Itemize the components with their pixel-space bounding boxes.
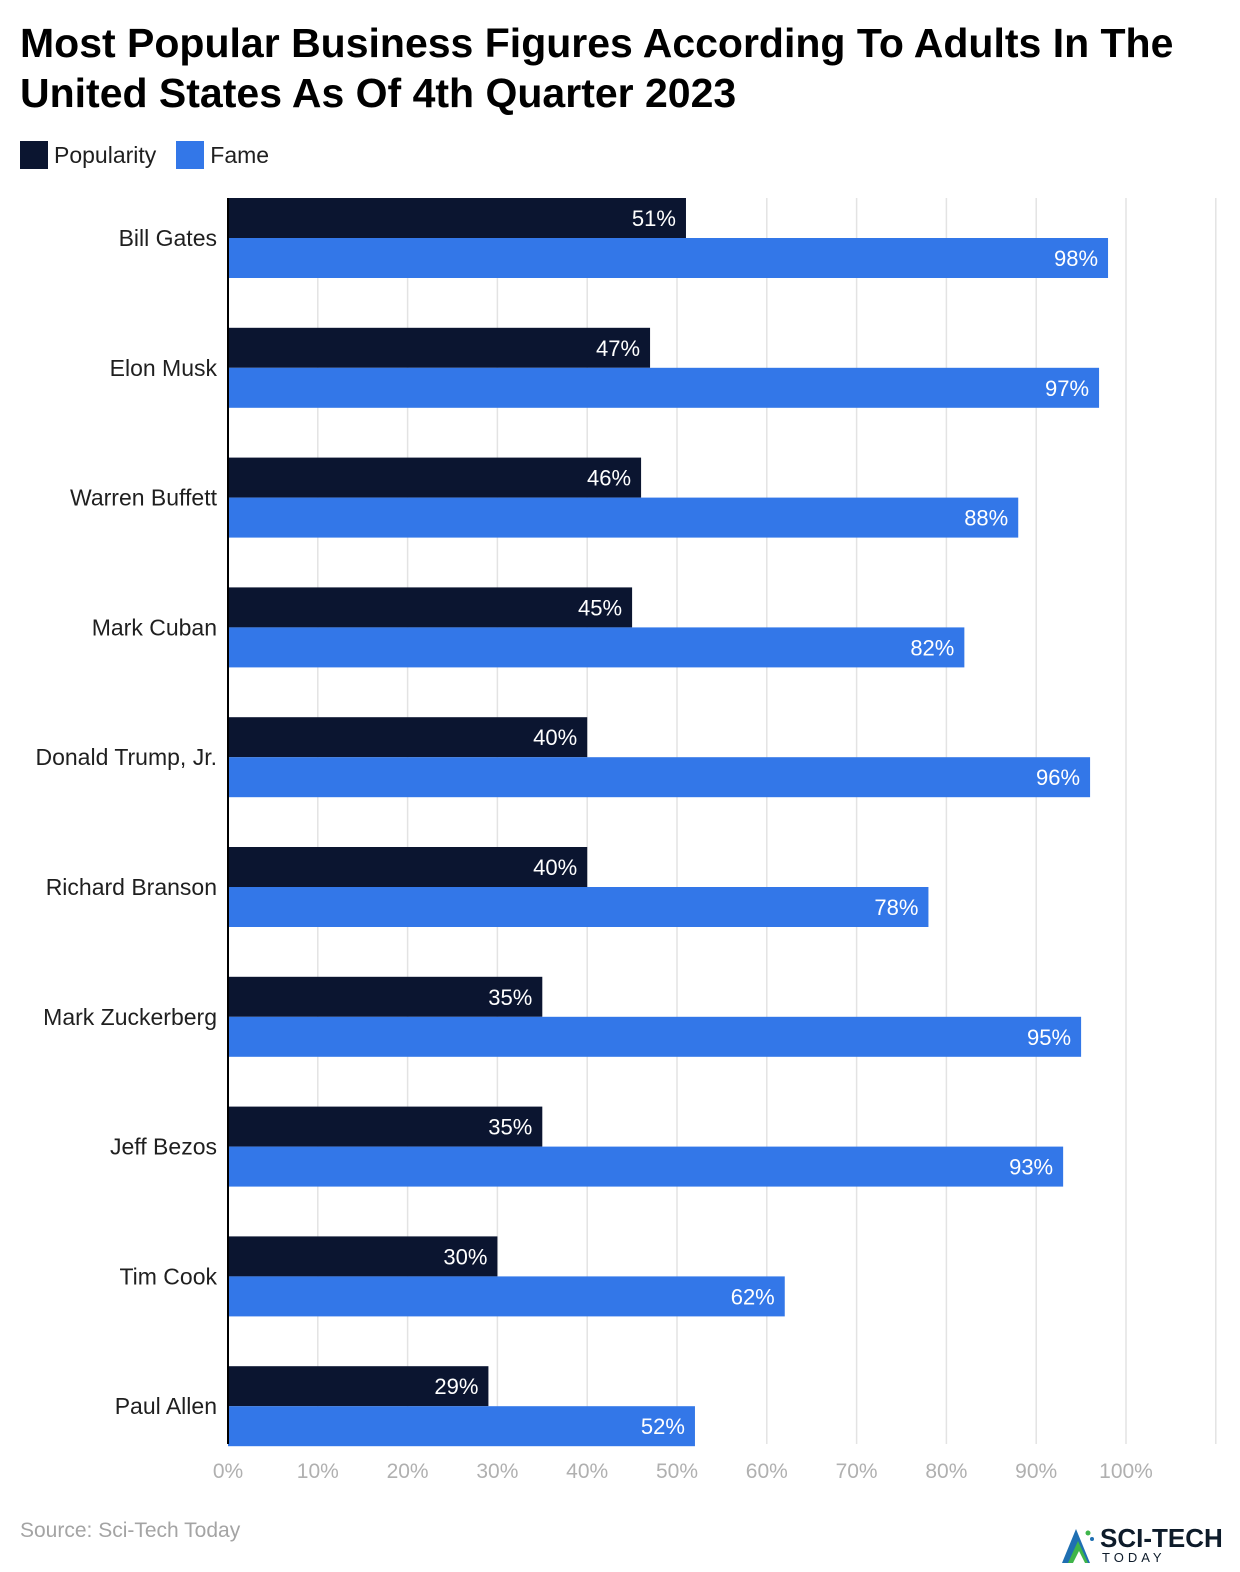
legend-swatch-fame — [176, 141, 205, 169]
fame-value-label: 97% — [1045, 376, 1089, 401]
category-label: Donald Trump, Jr. — [35, 744, 217, 770]
fame-value-label: 95% — [1027, 1025, 1071, 1050]
legend-swatch-popularity — [20, 141, 48, 169]
fame-bar — [228, 757, 1091, 798]
popularity-bar — [228, 198, 686, 238]
x-tick-label: 40% — [566, 1460, 608, 1483]
logo-text-sub: TODAY — [1102, 1550, 1166, 1565]
popularity-value-label: 35% — [488, 1115, 532, 1140]
source-note: Source: Sci-Tech Today — [20, 1519, 241, 1542]
popularity-bar — [228, 1236, 498, 1277]
bar-chart: 51% 98% Bill Gates 47% 97% Elon Musk 46% 88% War… — [35, 198, 1217, 1483]
fame-value-label: 93% — [1009, 1155, 1053, 1180]
popularity-bar — [228, 847, 588, 887]
category-label: Richard Branson — [46, 874, 217, 900]
popularity-bar — [228, 717, 588, 758]
fame-bar — [228, 887, 929, 927]
category-label: Mark Zuckerberg — [43, 1004, 217, 1030]
fame-bar — [228, 1146, 1064, 1187]
chart-title: Most Popular Business Figures According … — [20, 20, 1174, 116]
fame-bar — [228, 627, 965, 668]
popularity-value-label: 45% — [578, 595, 622, 620]
popularity-bar — [228, 327, 651, 368]
popularity-value-label: 30% — [443, 1244, 487, 1269]
fame-bar — [228, 497, 1019, 538]
legend: Popularity Fame — [20, 141, 289, 169]
logo-text-main: SCI-TECH — [1100, 1523, 1223, 1553]
fame-value-label: 52% — [641, 1414, 685, 1439]
popularity-value-label: 40% — [533, 725, 577, 750]
x-tick-label: 90% — [1015, 1460, 1057, 1483]
legend-item-fame: Fame — [176, 141, 269, 169]
legend-label-popularity: Popularity — [54, 141, 157, 168]
popularity-value-label: 51% — [632, 206, 676, 231]
popularity-value-label: 47% — [596, 336, 640, 361]
x-tick-label: 60% — [746, 1460, 788, 1483]
legend-item-popularity: Popularity — [20, 141, 156, 169]
x-tick-label: 20% — [387, 1460, 429, 1483]
popularity-value-label: 35% — [488, 985, 532, 1010]
category-label: Tim Cook — [119, 1263, 217, 1289]
popularity-value-label: 40% — [533, 855, 577, 880]
fame-bar — [228, 1276, 785, 1317]
popularity-bar — [228, 1366, 489, 1407]
legend-label-fame: Fame — [210, 141, 270, 168]
category-label: Paul Allen — [115, 1393, 217, 1419]
fame-value-label: 98% — [1054, 246, 1098, 271]
fame-value-label: 96% — [1036, 765, 1080, 790]
x-tick-label: 50% — [656, 1460, 698, 1483]
category-label: Elon Musk — [110, 355, 218, 381]
sci-tech-today-logo: SCI-TECH TODAY — [1058, 1519, 1236, 1567]
fame-bar — [228, 1406, 695, 1447]
popularity-value-label: 46% — [587, 466, 631, 491]
x-tick-label: 0% — [213, 1460, 243, 1483]
popularity-bar — [228, 587, 633, 628]
category-label: Jeff Bezos — [110, 1134, 217, 1160]
x-tick-label: 70% — [836, 1460, 878, 1483]
logo-mark-icon — [1062, 1529, 1094, 1563]
fame-bar — [228, 238, 1109, 278]
fame-value-label: 82% — [910, 635, 954, 660]
fame-value-label: 62% — [731, 1284, 775, 1309]
category-label: Bill Gates — [119, 225, 217, 251]
category-label: Warren Buffett — [70, 485, 218, 511]
x-tick-label: 80% — [925, 1460, 967, 1483]
popularity-bar — [228, 1106, 543, 1147]
popularity-bar — [228, 976, 543, 1017]
x-tick-label: 30% — [476, 1460, 518, 1483]
category-label: Mark Cuban — [92, 614, 217, 640]
fame-bar — [228, 367, 1100, 408]
fame-value-label: 78% — [874, 895, 918, 920]
popularity-value-label: 29% — [434, 1374, 478, 1399]
x-tick-label: 10% — [297, 1460, 339, 1483]
fame-value-label: 88% — [964, 506, 1008, 531]
popularity-bar — [228, 457, 642, 498]
x-tick-label: 100% — [1099, 1460, 1153, 1483]
fame-bar — [228, 1016, 1082, 1057]
